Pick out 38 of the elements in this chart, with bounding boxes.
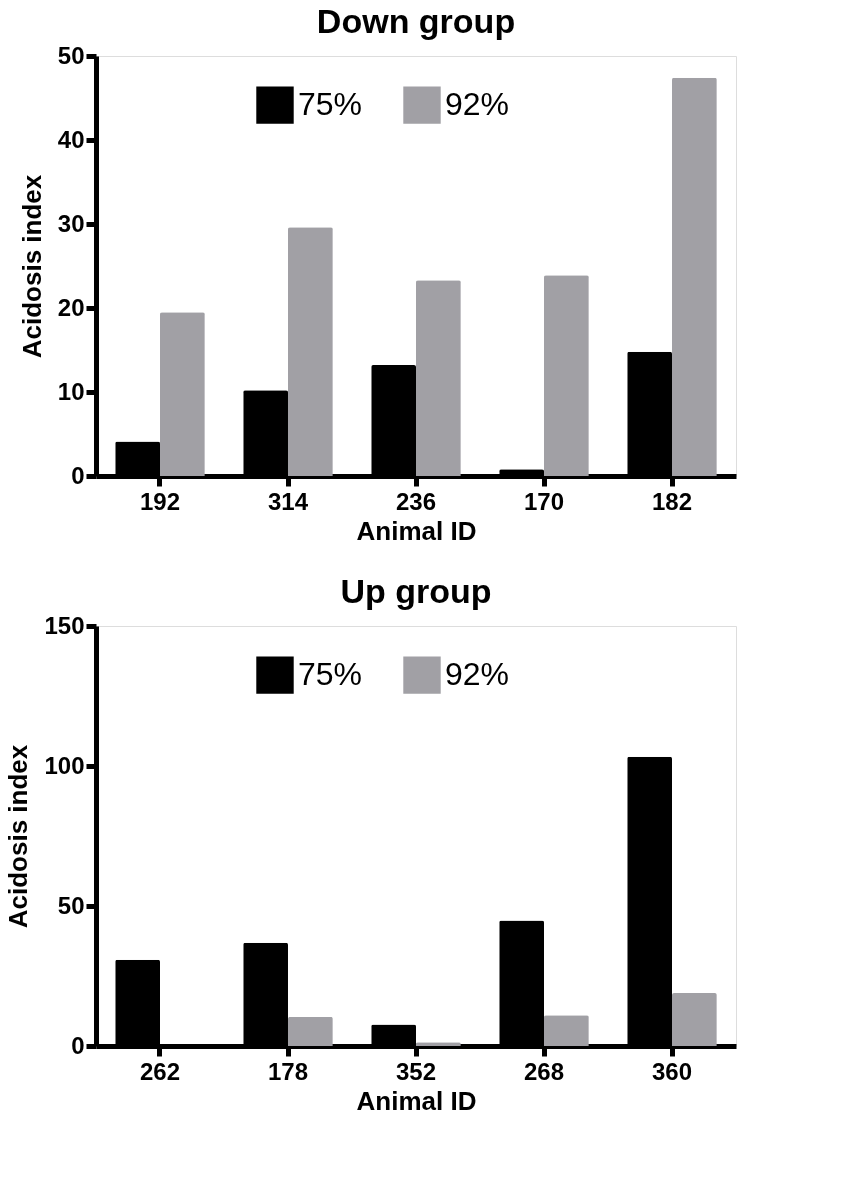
y-tick-label: 50: [57, 41, 85, 69]
bar: [672, 993, 717, 1046]
y-tick-label: 150: [44, 611, 85, 639]
bar: [160, 312, 205, 476]
x-tick-label: 262: [139, 1057, 181, 1085]
bar: [544, 275, 589, 476]
x-tick-label: 268: [523, 1057, 565, 1085]
legend-label: 75%: [298, 656, 363, 693]
y-tick-label: 20: [57, 293, 85, 321]
y-tick-label: 100: [44, 751, 85, 779]
bar: [288, 1016, 333, 1046]
legend-label: 92%: [445, 86, 510, 123]
bar: [672, 77, 717, 476]
x-tick-label: 170: [523, 487, 565, 515]
bar: [416, 280, 461, 476]
y-tick-label: 50: [57, 891, 85, 919]
y-tick-label: 30: [57, 209, 85, 237]
y-axis-title: Acidosis index: [16, 174, 47, 359]
y-tick-label: 0: [71, 1031, 85, 1059]
x-tick-label: 192: [139, 487, 181, 515]
x-tick-label: 182: [651, 487, 693, 515]
legend-label: 75%: [298, 86, 363, 123]
x-tick-label: 314: [267, 487, 309, 515]
x-tick-label: 360: [651, 1057, 693, 1085]
x-axis-title: Animal ID: [356, 515, 477, 546]
x-tick-label: 236: [395, 487, 437, 515]
chart-title: Down group: [316, 2, 516, 40]
chart-title: Up group: [340, 572, 492, 610]
x-tick-label: 178: [267, 1057, 309, 1085]
bar: [544, 1015, 589, 1046]
y-tick-label: 40: [57, 125, 85, 153]
x-tick-label: 352: [395, 1057, 437, 1085]
legend-label: 92%: [445, 656, 510, 693]
y-tick-label: 10: [57, 377, 85, 405]
bar: [288, 227, 333, 476]
y-tick-label: 0: [71, 461, 85, 489]
y-axis-title: Acidosis index: [3, 744, 34, 929]
x-axis-title: Animal ID: [356, 1085, 477, 1116]
